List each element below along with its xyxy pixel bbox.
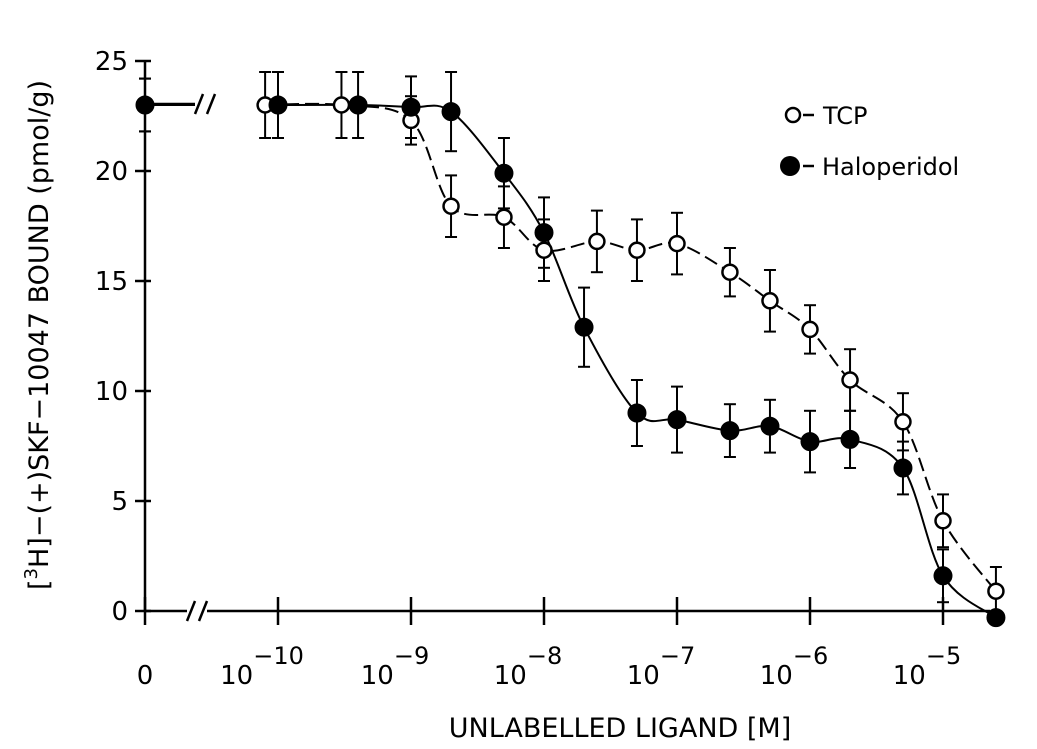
y-axis-title: [3H]−(+)SKF−10047 BOUND (pmol/g) xyxy=(21,80,55,590)
point-haloperidol xyxy=(760,416,780,436)
top-line-break-mark xyxy=(193,93,217,115)
point-haloperidol xyxy=(893,458,913,478)
point-tcp xyxy=(801,320,819,339)
point-tcp xyxy=(332,96,351,114)
point-haloperidol xyxy=(348,95,368,115)
axes xyxy=(143,61,990,622)
point-tcp xyxy=(535,241,553,259)
point-haloperidol xyxy=(986,608,1006,628)
x-ticks: 0 10−10 10−9 10−8 10−7 10−6 10−5 xyxy=(137,597,961,691)
legend-item-haloperidol: Haloperidol xyxy=(780,153,959,181)
x-axis-break-mark xyxy=(185,600,209,622)
x-tick-label: 10−5 xyxy=(893,642,961,691)
point-haloperidol xyxy=(933,566,953,586)
x-tick-label: 10−9 xyxy=(361,642,429,691)
y-tick-label: 15 xyxy=(95,267,128,297)
curve-haloperidol xyxy=(277,103,997,619)
point-haloperidol xyxy=(667,410,687,430)
y-tick-label: 25 xyxy=(95,47,128,77)
point-tcp xyxy=(495,208,513,226)
x-tick-label: 10−6 xyxy=(760,642,828,691)
legend-haloperidol-label: Haloperidol xyxy=(822,153,959,181)
point-haloperidol xyxy=(800,432,820,452)
point-haloperidol xyxy=(840,429,860,449)
x-tick-label: 10−7 xyxy=(627,642,695,691)
point-tcp xyxy=(894,413,912,431)
curve-tcp xyxy=(265,102,997,592)
y-tick-label: 10 xyxy=(95,377,128,407)
point-haloperidol xyxy=(720,421,740,441)
y-tick-label: 5 xyxy=(111,487,128,517)
legend: TCP Haloperidol xyxy=(780,102,959,181)
point-haloperidol xyxy=(534,223,554,243)
x-tick-label: 10−10 xyxy=(220,642,304,691)
point-tcp xyxy=(442,197,460,215)
point-haloperidol xyxy=(135,95,155,115)
data-points xyxy=(135,95,1006,628)
x-tick-label: 0 xyxy=(137,661,154,691)
point-tcp xyxy=(841,371,859,389)
point-haloperidol xyxy=(441,102,461,122)
legend-tcp-label: TCP xyxy=(822,102,867,130)
point-tcp xyxy=(987,582,1005,600)
point-haloperidol xyxy=(627,403,647,423)
point-tcp xyxy=(761,292,779,310)
y-tick-label: 20 xyxy=(95,157,128,187)
legend-tcp-marker xyxy=(784,106,802,124)
y-ticks: 0 5 10 15 20 25 xyxy=(95,47,151,627)
x-axis-title: UNLABELLED LIGAND [M] xyxy=(449,713,792,744)
point-tcp xyxy=(588,232,606,251)
point-haloperidol xyxy=(268,95,288,115)
point-haloperidol xyxy=(574,317,594,337)
point-tcp xyxy=(721,263,739,281)
x-tick-label: 10−8 xyxy=(494,642,562,691)
legend-item-tcp: TCP xyxy=(784,102,867,130)
point-tcp xyxy=(628,241,646,259)
point-tcp xyxy=(934,512,952,530)
point-haloperidol xyxy=(494,163,514,183)
legend-haloperidol-marker xyxy=(780,156,800,176)
point-tcp xyxy=(668,234,686,253)
point-haloperidol xyxy=(401,97,421,117)
y-tick-label: 0 xyxy=(111,597,128,627)
